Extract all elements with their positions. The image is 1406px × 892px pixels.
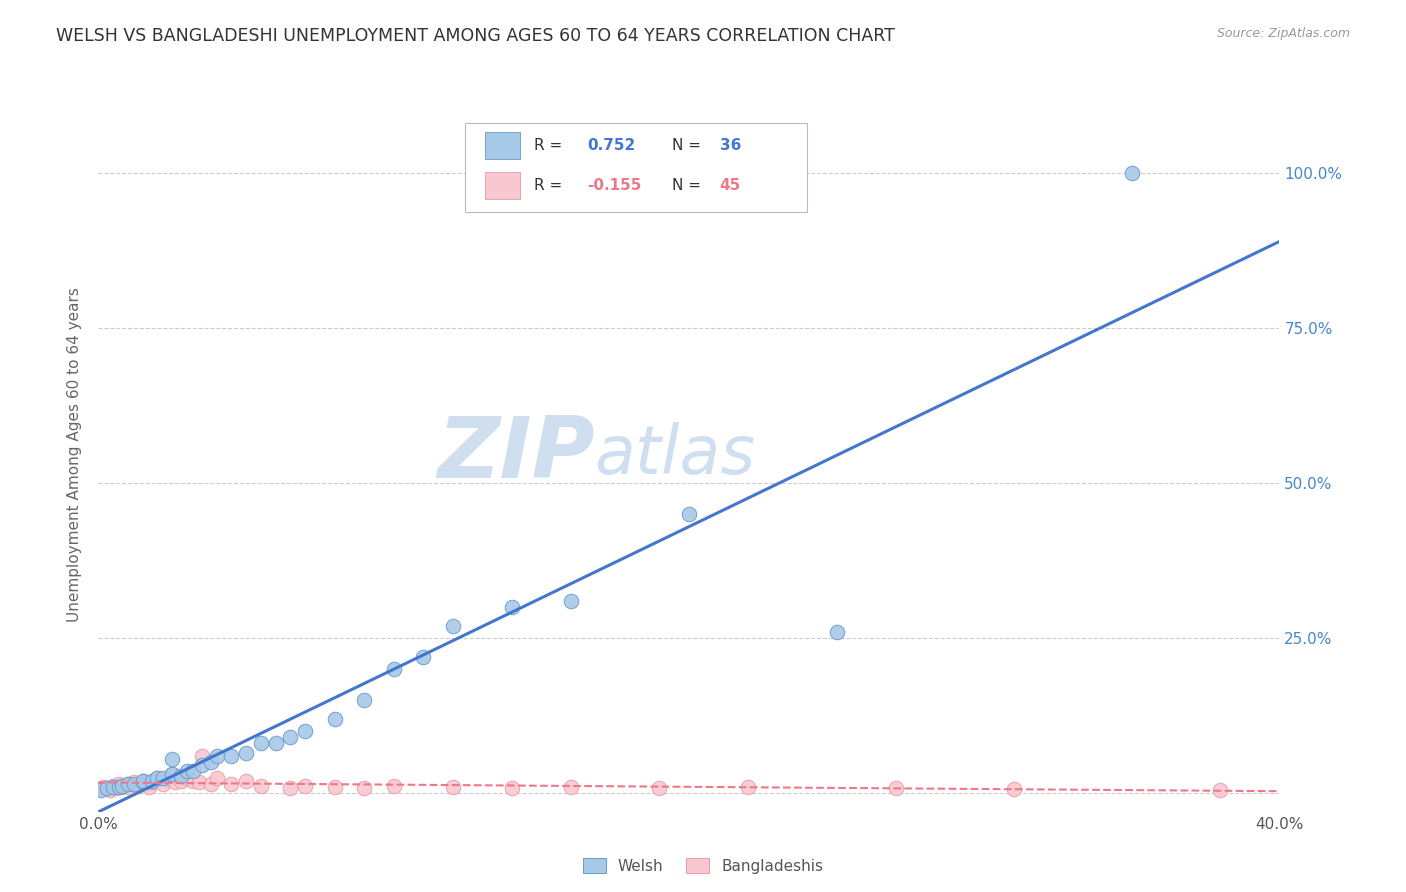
Point [181,773,204,788]
Point [90,783,112,797]
Point [111,779,134,793]
Point [353,693,375,707]
Text: WELSH VS BANGLADESHI UNEMPLOYMENT AMONG AGES 60 TO 64 YEARS CORRELATION CHART: WELSH VS BANGLADESHI UNEMPLOYMENT AMONG … [56,27,896,45]
Text: ZIP: ZIP [437,413,595,497]
Text: 0.752: 0.752 [588,138,636,153]
Point [141,775,163,789]
Point [165,775,187,789]
Point [278,781,302,796]
Point [200,777,222,791]
Text: Source: ZipAtlas.com: Source: ZipAtlas.com [1216,27,1350,40]
Point [96,781,118,796]
Point [278,731,302,745]
Point [93,780,115,794]
Point [117,777,139,791]
Point [170,769,193,783]
Point [162,767,183,781]
Point [90,781,112,796]
Y-axis label: Unemployment Among Ages 60 to 64 years: Unemployment Among Ages 60 to 64 years [67,287,83,623]
Point [132,775,155,789]
Point [187,775,209,789]
Point [219,777,242,791]
Point [382,779,405,793]
FancyBboxPatch shape [485,172,520,199]
Point [323,780,346,794]
Text: R =: R = [534,178,568,193]
Point [1209,783,1232,797]
Point [200,755,222,769]
Point [138,780,160,794]
Legend: Welsh, Bangladeshis: Welsh, Bangladeshis [576,852,830,880]
Point [205,748,228,763]
Point [152,771,174,785]
Point [501,599,523,614]
Point [1121,165,1143,179]
Point [560,593,582,607]
Point [176,771,198,785]
Point [157,772,180,787]
Point [122,777,145,791]
Point [98,783,121,797]
Text: 45: 45 [720,178,741,193]
Point [132,773,155,788]
Point [294,724,316,739]
Point [162,752,183,766]
Point [141,773,163,788]
Text: atlas: atlas [595,422,755,488]
Point [235,773,257,788]
Point [382,662,405,676]
Point [235,746,257,760]
Point [181,764,204,779]
Point [143,773,166,788]
Text: N =: N = [672,178,706,193]
Point [108,777,131,791]
Point [501,781,523,796]
Point [825,624,848,639]
Text: -0.155: -0.155 [588,178,641,193]
Point [176,764,198,779]
Point [108,780,131,794]
Point [412,649,434,664]
Point [146,771,169,785]
Text: R =: R = [534,138,568,153]
Point [250,779,273,793]
Text: N =: N = [672,138,706,153]
Point [125,779,148,793]
FancyBboxPatch shape [485,132,520,160]
Point [441,780,464,794]
Point [264,736,287,750]
Point [1002,782,1025,797]
Point [191,758,214,772]
Point [162,767,183,781]
FancyBboxPatch shape [464,123,807,212]
Point [441,618,464,632]
Point [205,771,228,785]
Point [323,712,346,726]
Point [250,736,273,750]
Point [103,779,125,793]
Point [120,781,142,796]
Point [170,773,193,788]
Point [132,773,155,788]
Point [737,780,759,794]
Point [117,777,139,791]
Point [560,780,582,794]
Point [648,781,671,796]
Point [353,781,375,796]
Point [103,780,125,794]
Point [105,781,128,796]
Point [678,507,700,521]
Point [152,777,174,791]
Point [219,748,242,763]
Point [884,781,907,796]
Point [111,780,134,794]
Point [114,779,136,793]
Point [122,775,145,789]
Text: 36: 36 [720,138,741,153]
Point [135,777,157,791]
Point [146,771,169,785]
Point [294,779,316,793]
Point [191,748,214,763]
